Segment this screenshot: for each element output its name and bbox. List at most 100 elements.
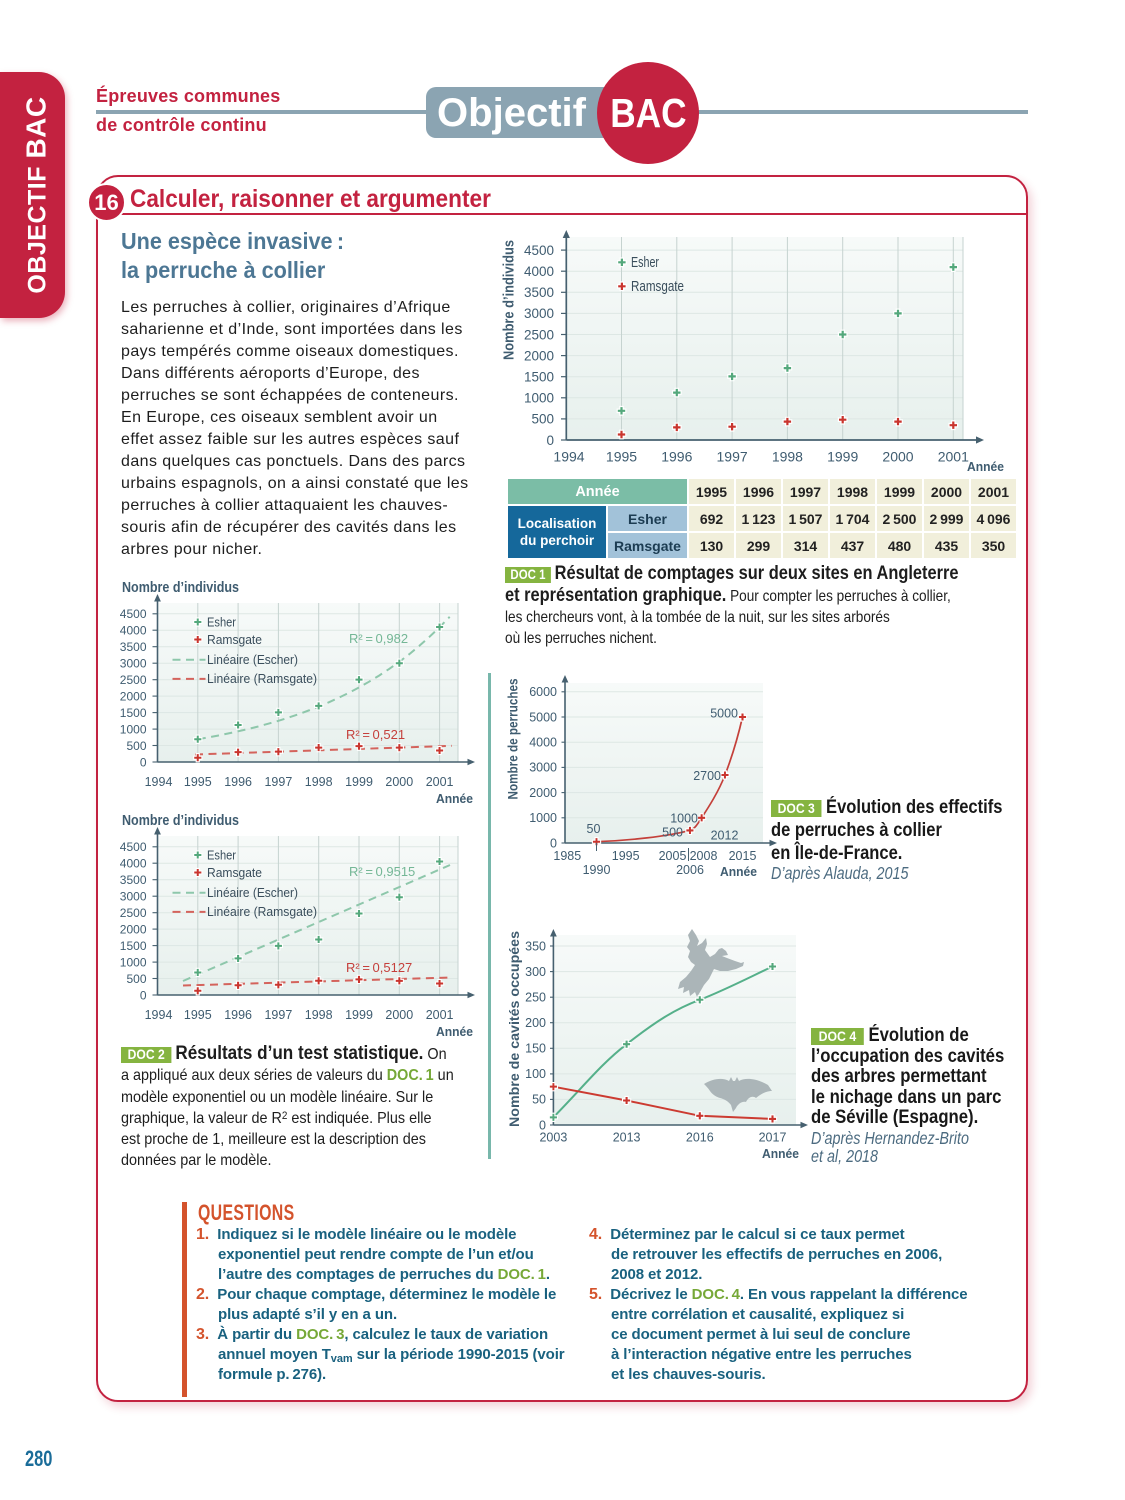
svg-text:3500: 3500: [120, 873, 147, 887]
svg-text:Esher: Esher: [207, 848, 236, 862]
svg-text:1995: 1995: [612, 849, 640, 863]
svg-text:Nombre d’individus: Nombre d’individus: [122, 813, 239, 829]
svg-text:1994: 1994: [145, 775, 173, 789]
svg-text:4000: 4000: [529, 736, 557, 750]
svg-text:1994: 1994: [145, 1008, 173, 1022]
svg-text:1994: 1994: [553, 449, 584, 465]
svg-text:50: 50: [532, 1093, 546, 1107]
svg-text:1996: 1996: [224, 775, 252, 789]
svg-text:Année: Année: [436, 1025, 473, 1039]
svg-text:100: 100: [525, 1067, 546, 1081]
svg-text:1500: 1500: [120, 706, 147, 720]
svg-text:2500: 2500: [524, 327, 554, 342]
svg-text:2000: 2000: [529, 786, 557, 800]
svg-text:350: 350: [525, 939, 546, 953]
svg-text:4000: 4000: [120, 624, 147, 638]
svg-text:1997: 1997: [264, 1008, 292, 1022]
svg-text:2500: 2500: [120, 673, 147, 687]
svg-text:Esher: Esher: [631, 255, 659, 271]
svg-text:1000: 1000: [120, 955, 147, 969]
svg-text:4500: 4500: [120, 840, 147, 854]
svg-text:1000: 1000: [529, 811, 557, 825]
svg-text:1500: 1500: [524, 370, 554, 385]
svg-text:3500: 3500: [120, 640, 147, 654]
svg-text:2500: 2500: [120, 906, 147, 920]
svg-text:Ramsgate: Ramsgate: [207, 866, 262, 880]
svg-text:Nombre d’individus: Nombre d’individus: [501, 240, 518, 360]
svg-text:Année: Année: [967, 459, 1004, 474]
svg-text:0: 0: [546, 433, 554, 448]
svg-text:R² = 0,9515: R² = 0,9515: [349, 864, 415, 879]
svg-text:1999: 1999: [827, 449, 858, 465]
svg-text:2008: 2008: [690, 849, 718, 863]
svg-text:Esher: Esher: [207, 615, 236, 629]
svg-text:0: 0: [140, 755, 147, 769]
svg-text:4000: 4000: [524, 264, 554, 279]
svg-text:Nombre d’individus: Nombre d’individus: [122, 580, 239, 596]
svg-text:1996: 1996: [224, 1008, 252, 1022]
svg-text:3000: 3000: [529, 761, 557, 775]
svg-text:Linéaire (Escher): Linéaire (Escher): [207, 653, 298, 667]
svg-text:2000: 2000: [882, 449, 913, 465]
svg-text:Année: Année: [720, 865, 757, 879]
svg-text:1995: 1995: [184, 1008, 212, 1022]
svg-text:1995: 1995: [606, 449, 637, 465]
svg-text:500: 500: [531, 412, 554, 427]
svg-text:1999: 1999: [345, 775, 373, 789]
svg-text:Linéaire (Ramsgate): Linéaire (Ramsgate): [207, 905, 317, 919]
svg-text:0: 0: [550, 836, 557, 850]
svg-text:6000: 6000: [529, 685, 557, 699]
svg-text:2013: 2013: [613, 1131, 641, 1145]
svg-text:0: 0: [539, 1118, 546, 1132]
svg-text:500: 500: [126, 972, 146, 986]
svg-text:3000: 3000: [120, 889, 147, 903]
svg-text:R² = 0,5127: R² = 0,5127: [346, 960, 412, 975]
svg-text:2001: 2001: [426, 1008, 454, 1022]
svg-text:5000: 5000: [710, 707, 738, 721]
svg-text:1996: 1996: [661, 449, 692, 465]
svg-text:2006: 2006: [676, 863, 704, 877]
svg-text:500: 500: [126, 739, 146, 753]
svg-text:2017: 2017: [759, 1131, 787, 1145]
svg-text:300: 300: [525, 965, 546, 979]
svg-text:1997: 1997: [264, 775, 292, 789]
svg-text:4000: 4000: [120, 857, 147, 871]
svg-text:1997: 1997: [717, 449, 748, 465]
svg-text:3000: 3000: [120, 656, 147, 670]
svg-text:Linéaire (Escher): Linéaire (Escher): [207, 886, 298, 900]
svg-text:1000: 1000: [670, 812, 698, 826]
svg-text:1000: 1000: [524, 391, 554, 406]
svg-text:Nombre de perruches: Nombre de perruches: [506, 679, 521, 800]
svg-text:R² = 0,982: R² = 0,982: [349, 631, 408, 646]
svg-text:Linéaire (Ramsgate): Linéaire (Ramsgate): [207, 672, 317, 686]
svg-text:1999: 1999: [345, 1008, 373, 1022]
svg-text:1998: 1998: [305, 775, 333, 789]
svg-text:2000: 2000: [524, 348, 554, 363]
svg-text:150: 150: [525, 1042, 546, 1056]
svg-text:1998: 1998: [772, 449, 803, 465]
svg-text:R² = 0,521: R² = 0,521: [346, 727, 405, 742]
svg-text:200: 200: [525, 1016, 546, 1030]
svg-text:2000: 2000: [385, 1008, 413, 1022]
svg-text:5000: 5000: [529, 710, 557, 724]
svg-text:2015: 2015: [729, 849, 757, 863]
svg-text:3500: 3500: [524, 285, 554, 300]
svg-text:2000: 2000: [120, 922, 147, 936]
svg-text:1985: 1985: [553, 849, 581, 863]
svg-text:2001: 2001: [426, 775, 454, 789]
svg-text:2000: 2000: [385, 775, 413, 789]
svg-text:Année: Année: [762, 1147, 799, 1161]
svg-text:0: 0: [140, 988, 147, 1002]
svg-text:2000: 2000: [120, 689, 147, 703]
svg-text:2700: 2700: [693, 769, 721, 783]
svg-text:2012: 2012: [711, 829, 739, 843]
svg-text:1995: 1995: [184, 775, 212, 789]
svg-text:4500: 4500: [120, 607, 147, 621]
svg-text:2001: 2001: [938, 449, 969, 465]
svg-text:2005: 2005: [659, 849, 687, 863]
svg-text:4500: 4500: [524, 243, 554, 258]
svg-text:Ramsgate: Ramsgate: [631, 279, 684, 295]
svg-text:2003: 2003: [539, 1131, 567, 1145]
svg-text:Année: Année: [436, 792, 473, 806]
svg-text:250: 250: [525, 990, 546, 1004]
